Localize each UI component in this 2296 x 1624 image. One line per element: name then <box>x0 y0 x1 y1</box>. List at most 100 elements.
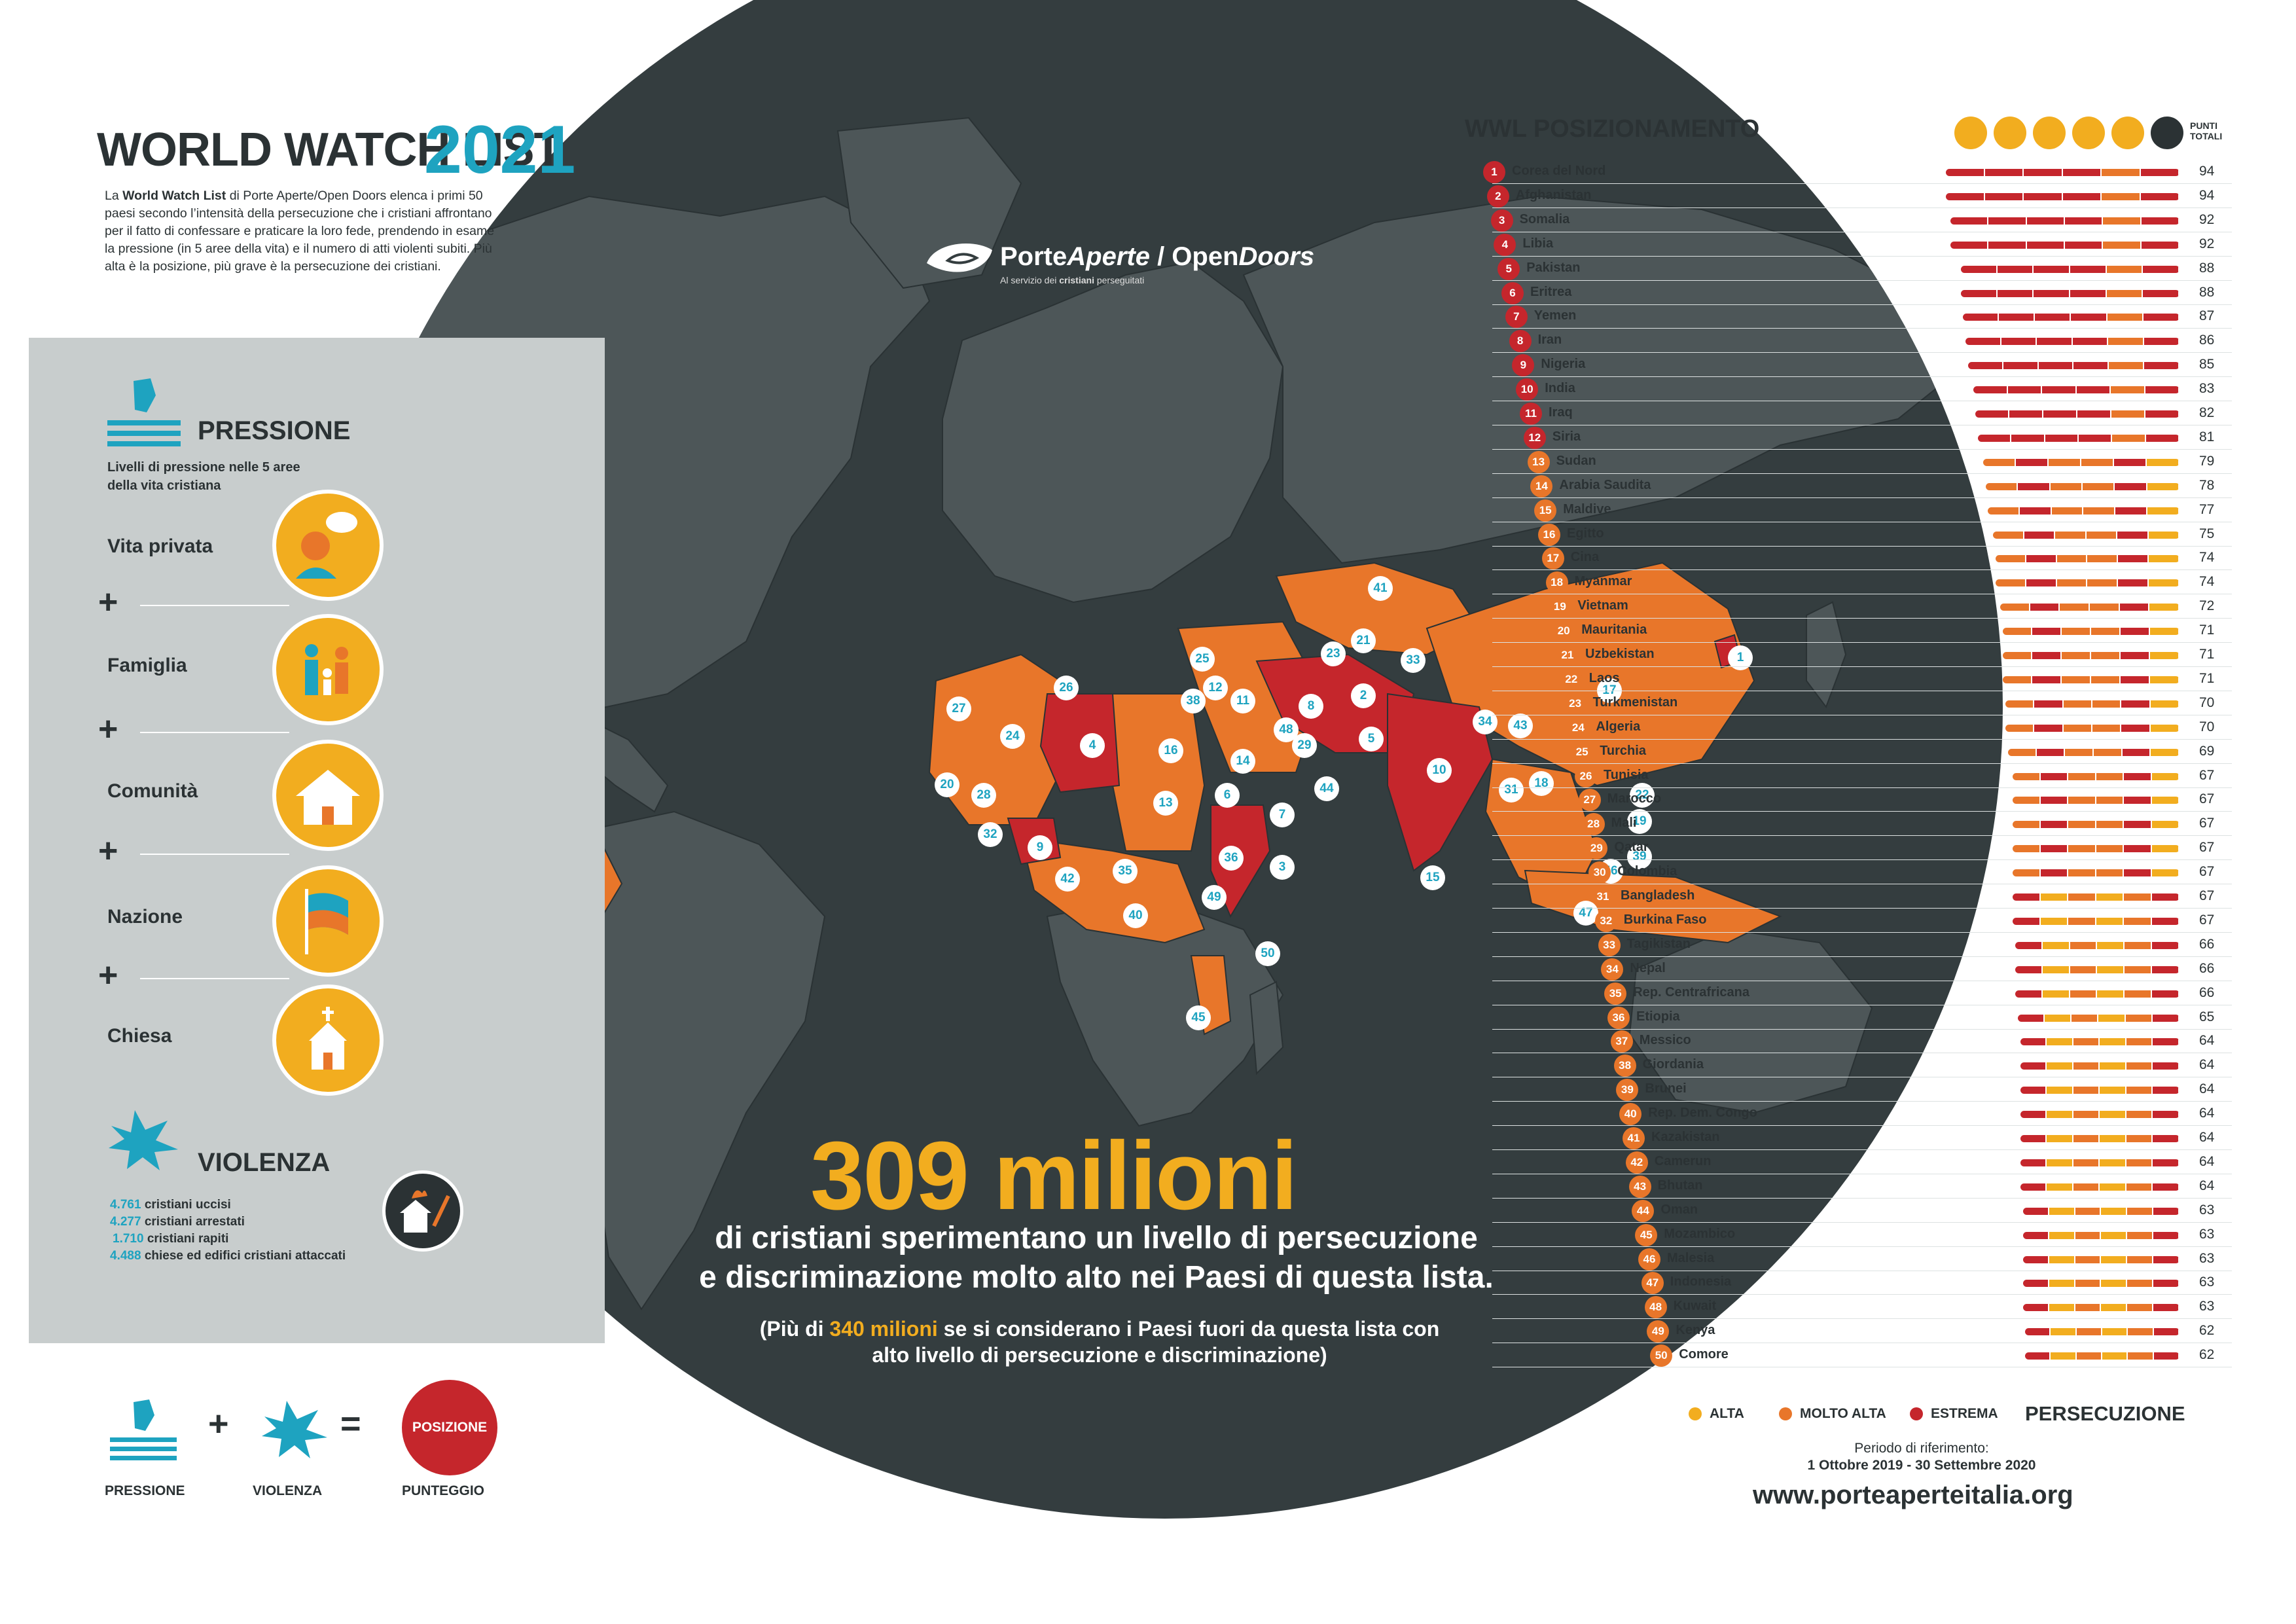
map-marker-25: 25 <box>1190 647 1215 672</box>
porte-aperte-logo-icon <box>927 243 992 272</box>
total-points: 62 <box>2199 1347 2215 1363</box>
total-points: 92 <box>2199 211 2215 227</box>
speech-bubble-icon <box>1954 117 1987 149</box>
map-marker-50: 50 <box>1255 941 1280 966</box>
ranking-row: 28 Mali 67 <box>1492 812 2232 837</box>
speech-bubble-icon <box>272 490 384 601</box>
ranking-row: 23 Turkmenistan 70 <box>1492 691 2232 715</box>
map-marker-41: 41 <box>1368 576 1393 601</box>
rank-badge: 34 <box>1601 958 1624 981</box>
ranking-row: 50 Comore 62 <box>1492 1343 2232 1368</box>
map-marker-48: 48 <box>1274 717 1299 742</box>
map-marker-6: 6 <box>1215 783 1240 808</box>
country-name: Sudan <box>1556 453 1596 468</box>
score-bar <box>2015 941 2179 949</box>
legend-dot-estrema <box>1910 1407 1923 1420</box>
score-bar <box>2008 748 2179 756</box>
hand-pressure-icon <box>110 1399 177 1460</box>
ranking-row: 30 Colombia 67 <box>1492 860 2232 885</box>
total-points: 69 <box>2199 743 2215 759</box>
map-marker-12: 12 <box>1203 676 1228 700</box>
legend-label-estrema: ESTREMA <box>1931 1406 1998 1421</box>
country-name: India <box>1545 381 1575 396</box>
map-marker-43: 43 <box>1508 713 1533 738</box>
map-marker-35: 35 <box>1113 859 1138 884</box>
rank-badge: 50 <box>1650 1344 1673 1367</box>
score-bar <box>2018 1014 2179 1022</box>
country-name: Kuwait <box>1673 1299 1717 1314</box>
rank-badge: 1 <box>1483 161 1505 183</box>
family-icon <box>1994 117 2026 149</box>
country-name: Myanmar <box>1574 574 1632 589</box>
score-bar <box>2013 772 2179 780</box>
total-points: 94 <box>2199 164 2215 179</box>
total-points: 72 <box>2199 598 2215 614</box>
rank-badge: 12 <box>1523 426 1546 449</box>
total-points: 74 <box>2199 574 2215 590</box>
total-points: 62 <box>2199 1323 2215 1339</box>
map-marker-21: 21 <box>1351 628 1376 653</box>
map-marker-32: 32 <box>978 822 1003 847</box>
headline-number: 309 milioni <box>810 1122 1298 1230</box>
map-marker-3: 3 <box>1270 855 1295 880</box>
ranking-row: 26 Tunisia 67 <box>1492 764 2232 788</box>
total-points: 64 <box>2199 1057 2215 1073</box>
score-bar <box>1978 434 2179 442</box>
score-bar <box>2020 1183 2179 1191</box>
violence-stat-kidnapped: 1.710 cristiani rapiti <box>113 1232 229 1246</box>
church-icon <box>272 984 384 1096</box>
total-points: 88 <box>2199 260 2215 276</box>
total-points: 85 <box>2199 357 2215 372</box>
flag-icon <box>2072 117 2105 149</box>
total-points: 71 <box>2199 670 2215 686</box>
plus-line <box>140 732 289 733</box>
area-label-vita-privata: Vita privata <box>107 535 213 557</box>
map-marker-42: 42 <box>1055 867 1080 892</box>
ranking-row: 14 Arabia Saudita 78 <box>1492 474 2232 498</box>
map-marker-33: 33 <box>1401 648 1426 673</box>
map-marker-23: 23 <box>1321 641 1346 666</box>
map-marker-49: 49 <box>1202 885 1227 910</box>
rank-badge: 27 <box>1578 789 1601 812</box>
ranking-row: 10 India 83 <box>1492 377 2232 402</box>
country-name: Turchia <box>1600 743 1646 758</box>
area-label-chiesa: Chiesa <box>107 1025 172 1047</box>
ranking-title: WWL POSIZIONAMENTO <box>1465 115 1760 143</box>
country-name: Bangladesh <box>1621 888 1695 903</box>
rank-badge: 42 <box>1625 1151 1648 1174</box>
map-marker-19: 19 <box>1627 809 1652 834</box>
map-marker-40: 40 <box>1123 903 1148 928</box>
legend-dot-molto-alta <box>1779 1407 1792 1420</box>
ranking-row: 25 Turchia 69 <box>1492 740 2232 764</box>
country-name: Nigeria <box>1541 357 1586 372</box>
score-bar <box>1961 265 2179 273</box>
ranking-row: 39 Brunei 64 <box>1492 1077 2232 1102</box>
total-points: 67 <box>2199 840 2215 856</box>
score-bar <box>2005 700 2179 708</box>
country-name: Somalia <box>1519 211 1570 226</box>
ranking-row: 15 Maldive 77 <box>1492 498 2232 522</box>
house-icon <box>272 740 384 851</box>
country-name: Nepal <box>1630 960 1666 975</box>
score-bar <box>2013 845 2179 853</box>
ranking-row: 18 Myanmar 74 <box>1492 570 2232 595</box>
map-marker-8: 8 <box>1299 694 1323 719</box>
country-name: Corea del Nord <box>1512 164 1606 178</box>
ranking-row: 47 Indonesia 63 <box>1492 1271 2232 1295</box>
map-marker-4: 4 <box>1080 733 1105 758</box>
burning-church-icon <box>2151 117 2183 149</box>
total-points: 81 <box>2199 429 2215 444</box>
ranking-row: 40 Rep. Dem. Congo 64 <box>1492 1102 2232 1127</box>
europe-land <box>942 261 1284 604</box>
map-marker-5: 5 <box>1359 727 1384 751</box>
rank-badge: 7 <box>1505 306 1528 329</box>
rank-badge: 26 <box>1575 765 1597 787</box>
score-bar <box>1965 338 2179 346</box>
map-marker-36: 36 <box>1219 846 1244 871</box>
map-marker-28: 28 <box>971 783 996 808</box>
hand-pressure-icon <box>107 378 181 446</box>
flag-icon <box>272 865 384 977</box>
score-bar <box>1983 458 2179 466</box>
country-name: Laos <box>1588 670 1620 685</box>
